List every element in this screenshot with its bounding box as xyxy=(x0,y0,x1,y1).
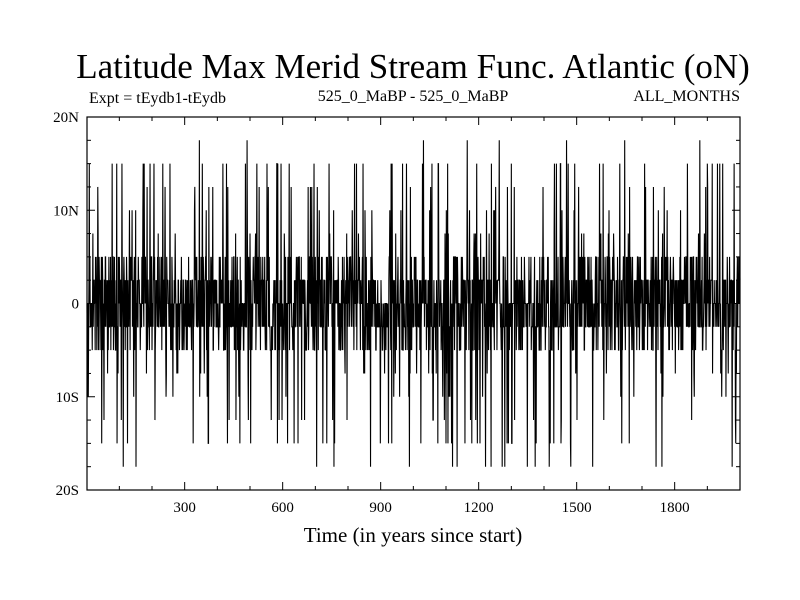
x-axis-label: Time (in years since start) xyxy=(304,523,523,547)
chart-title: Latitude Max Merid Stream Func. Atlantic… xyxy=(76,47,750,86)
subtitle-experiment: Expt = tEydb1-tEydb xyxy=(89,90,226,107)
data-series xyxy=(86,140,741,467)
axis-ticks: 300 600 900 1200 1500 1800 20S 10S 0 10N 20N xyxy=(53,110,740,516)
y-tick-label: 20S xyxy=(56,483,79,499)
x-tick-label: 600 xyxy=(271,500,294,516)
y-tick-label: 0 xyxy=(72,297,80,313)
y-tick-label: 20N xyxy=(53,110,79,126)
subtitle-period: 525_0_MaBP - 525_0_MaBP xyxy=(318,88,509,105)
y-tick-label: 10S xyxy=(56,390,79,406)
x-tick-label: 900 xyxy=(369,500,392,516)
series-line xyxy=(86,140,741,467)
x-tick-label: 1500 xyxy=(562,500,592,516)
subtitle-months: ALL_MONTHS xyxy=(633,88,740,105)
y-tick-label: 10N xyxy=(53,203,79,219)
x-tick-label: 1800 xyxy=(660,500,690,516)
x-tick-label: 1200 xyxy=(464,500,494,516)
x-tick-label: 300 xyxy=(173,500,196,516)
